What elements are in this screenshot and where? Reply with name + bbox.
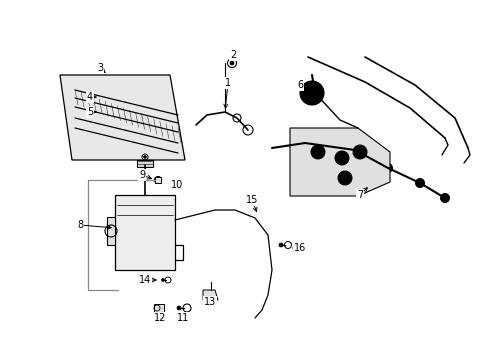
Text: 10: 10 [170,180,183,190]
Text: 12: 12 [154,313,166,323]
Text: 14: 14 [139,275,151,285]
Circle shape [302,90,307,96]
Text: 16: 16 [293,243,305,253]
Polygon shape [107,217,115,245]
Circle shape [352,148,356,152]
Circle shape [299,81,324,105]
Text: 7: 7 [356,190,363,200]
Circle shape [161,279,164,282]
Circle shape [338,154,345,162]
Circle shape [417,181,421,185]
Polygon shape [60,75,184,160]
Bar [115,195,175,270]
Bar [155,177,161,183]
Circle shape [334,151,348,165]
Circle shape [177,306,181,310]
Text: 11: 11 [177,313,189,323]
Bar [154,304,163,312]
Circle shape [383,163,392,172]
Text: 5: 5 [87,107,93,117]
Circle shape [279,243,283,247]
Circle shape [300,139,309,148]
Circle shape [440,194,448,202]
Circle shape [310,145,325,159]
Text: 1: 1 [224,78,231,88]
Circle shape [308,83,314,89]
Circle shape [415,179,424,188]
Circle shape [315,90,321,96]
Text: 15: 15 [245,195,258,205]
Text: 6: 6 [296,80,303,90]
Circle shape [229,61,234,65]
Circle shape [442,196,446,200]
Text: 9: 9 [139,170,145,180]
Polygon shape [137,160,153,167]
Text: 13: 13 [203,297,216,307]
Polygon shape [203,290,218,300]
Circle shape [308,97,314,103]
Polygon shape [289,128,389,196]
Circle shape [303,141,306,145]
Circle shape [314,148,321,156]
Text: 3: 3 [97,63,103,73]
Circle shape [352,145,366,159]
Circle shape [350,145,359,154]
Text: 8: 8 [77,220,83,230]
Text: 2: 2 [229,50,236,60]
Circle shape [341,175,348,181]
Circle shape [356,148,363,156]
Circle shape [337,171,351,185]
Text: 4: 4 [87,92,93,102]
Circle shape [385,166,389,170]
Circle shape [143,156,146,158]
